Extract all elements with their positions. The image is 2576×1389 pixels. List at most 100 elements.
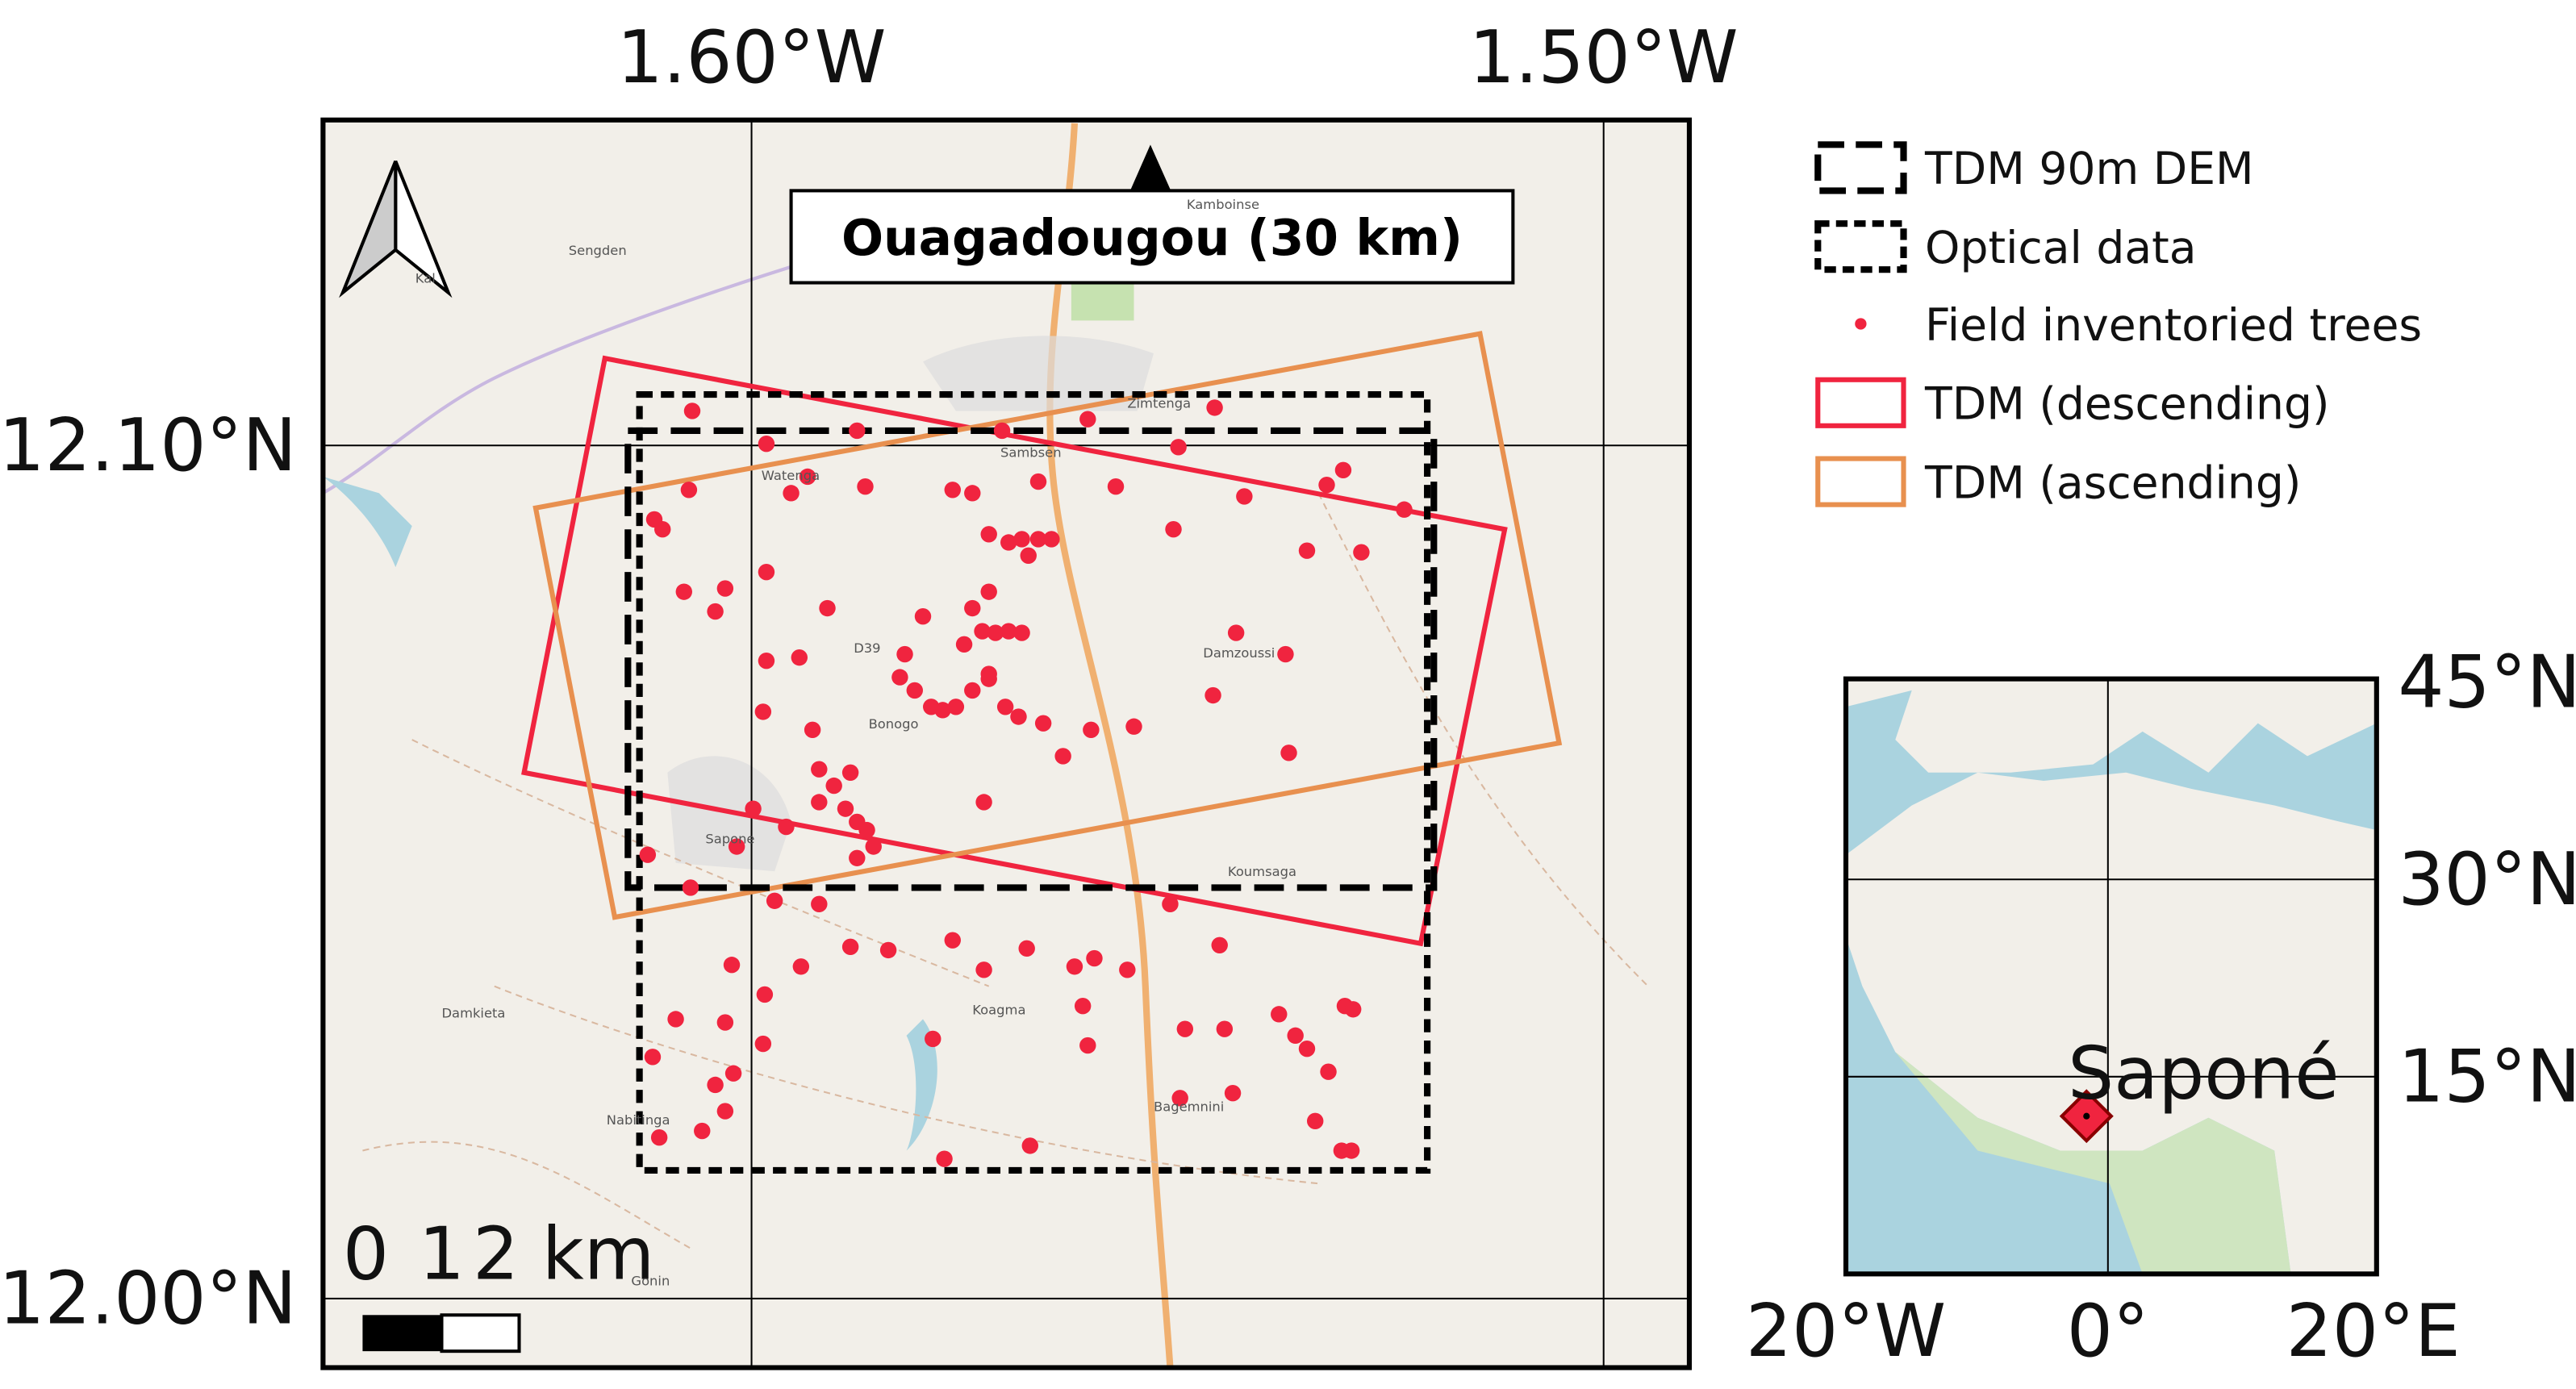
lat-label: 12.10°N bbox=[0, 404, 297, 488]
place-label: Sambsen bbox=[1000, 445, 1062, 461]
place-label: Bonogo bbox=[869, 716, 919, 732]
legend-label: TDM (ascending) bbox=[1924, 457, 2301, 509]
tree bbox=[1224, 1084, 1242, 1102]
tree bbox=[1204, 686, 1221, 704]
callout-box bbox=[789, 189, 1515, 285]
tree bbox=[766, 892, 783, 909]
legend-label: Field inventoried trees bbox=[1925, 299, 2422, 351]
tree bbox=[1211, 936, 1228, 953]
tree bbox=[914, 608, 932, 625]
tdm-dem-extent bbox=[624, 427, 1438, 891]
place-label: Damzoussi bbox=[1203, 645, 1275, 661]
tree bbox=[1162, 895, 1179, 913]
place-label: Watenga bbox=[762, 468, 820, 483]
tree bbox=[1013, 624, 1030, 641]
tree bbox=[1236, 488, 1253, 505]
tree bbox=[980, 670, 997, 687]
tree bbox=[758, 436, 775, 453]
tree bbox=[1079, 1037, 1096, 1054]
map-frame bbox=[320, 117, 1693, 1370]
tree bbox=[819, 599, 836, 617]
tree bbox=[1018, 940, 1035, 957]
place-label: Zimtenga bbox=[1127, 395, 1191, 411]
tree bbox=[980, 526, 997, 543]
tree bbox=[682, 879, 699, 896]
tree bbox=[1165, 521, 1182, 538]
tree bbox=[745, 800, 762, 817]
tree bbox=[799, 468, 816, 486]
tree bbox=[707, 1076, 724, 1094]
tree bbox=[680, 482, 698, 498]
tree bbox=[728, 838, 745, 855]
tree bbox=[841, 764, 859, 781]
tree bbox=[1171, 1090, 1188, 1107]
place-labels: Sengden Kamboinse Watenga Sambsen Zimtenga D3… bbox=[415, 197, 1296, 1289]
tree bbox=[1306, 1112, 1324, 1130]
site-label: Saponé bbox=[2068, 1032, 2339, 1116]
tree bbox=[1066, 958, 1083, 975]
tree bbox=[934, 702, 951, 719]
tree bbox=[1013, 531, 1030, 548]
tree bbox=[804, 721, 821, 739]
tree bbox=[754, 703, 772, 720]
place-label: Bagemnini bbox=[1154, 1099, 1224, 1115]
tree bbox=[1318, 476, 1335, 494]
tree bbox=[1280, 745, 1297, 761]
place-label: Kal bbox=[415, 271, 436, 286]
tree bbox=[811, 895, 828, 913]
tree bbox=[849, 422, 866, 440]
north-arrow bbox=[339, 160, 453, 298]
inset-lon-label: 20°W bbox=[1746, 1290, 1946, 1374]
inset-lon-label: 0° bbox=[2067, 1290, 2149, 1374]
tree bbox=[1054, 748, 1071, 765]
tree bbox=[811, 761, 828, 778]
scale-bar-black bbox=[362, 1315, 442, 1352]
tree bbox=[644, 1049, 662, 1066]
tree bbox=[1176, 1020, 1194, 1037]
tree bbox=[754, 1035, 772, 1053]
tree bbox=[716, 1103, 734, 1120]
tree bbox=[1125, 718, 1142, 735]
tree bbox=[1074, 997, 1092, 1015]
legend-label: Optical data bbox=[1925, 222, 2197, 273]
tree bbox=[758, 653, 775, 669]
tree bbox=[896, 645, 913, 663]
tree bbox=[1353, 544, 1370, 561]
tree bbox=[1029, 531, 1047, 548]
tree bbox=[1287, 1027, 1304, 1045]
place-label: Sapone bbox=[705, 831, 754, 846]
tree bbox=[906, 682, 924, 699]
lat-label: 12.00°N bbox=[0, 1258, 297, 1341]
tree bbox=[1086, 949, 1103, 967]
tree bbox=[879, 941, 897, 959]
lon-label: 1.60°W bbox=[617, 16, 887, 100]
tree bbox=[975, 961, 992, 978]
tree bbox=[993, 422, 1011, 440]
inset-map bbox=[1843, 676, 2379, 1277]
tree bbox=[783, 485, 800, 502]
tree bbox=[1000, 623, 1017, 640]
tree bbox=[650, 1129, 668, 1146]
tree bbox=[1334, 461, 1352, 479]
tree bbox=[756, 986, 774, 1003]
tree bbox=[1298, 1040, 1316, 1057]
legend-label: TDM (descending) bbox=[1924, 378, 2329, 430]
tree bbox=[858, 821, 875, 839]
tree bbox=[1029, 473, 1047, 490]
scale-label: 2 km bbox=[473, 1213, 654, 1297]
tree bbox=[964, 485, 981, 502]
place-label: Gonin bbox=[631, 1274, 670, 1289]
tree bbox=[1119, 961, 1136, 978]
tree bbox=[667, 1011, 684, 1028]
tree bbox=[683, 403, 701, 419]
tree bbox=[1298, 542, 1316, 559]
tree bbox=[1396, 501, 1413, 518]
legend: TDM 90m DEM Optical data Field inventori… bbox=[1814, 141, 2422, 509]
tree bbox=[947, 699, 965, 715]
graticule bbox=[323, 119, 1689, 1368]
place-label: Koumsaga bbox=[1228, 864, 1296, 879]
place-label: Sengden bbox=[569, 243, 627, 258]
tree bbox=[778, 818, 795, 836]
tdm-descending bbox=[521, 355, 1508, 947]
scale-label: 1 bbox=[419, 1213, 465, 1297]
